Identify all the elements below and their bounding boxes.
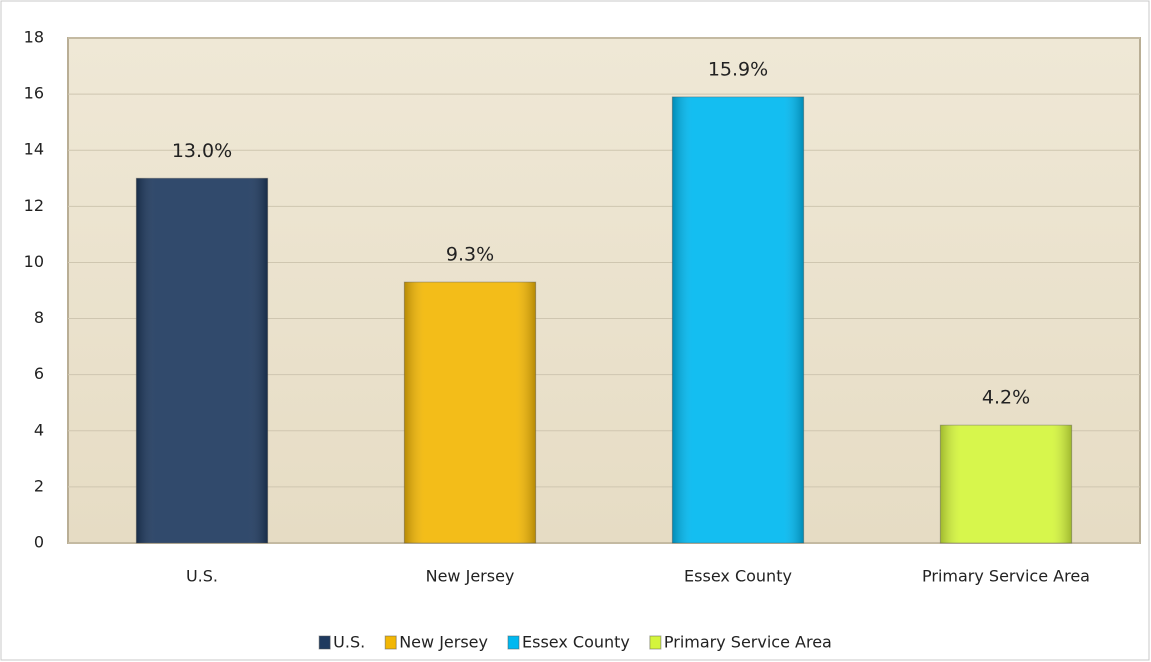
bar: [671, 96, 805, 544]
y-tick-label: 6: [34, 364, 44, 383]
y-tick-label: 16: [24, 84, 44, 103]
data-label: 15.9%: [708, 58, 768, 80]
y-tick-label: 4: [34, 420, 44, 439]
bar: [135, 177, 269, 544]
bar: [939, 424, 1073, 544]
y-tick-label: 0: [34, 533, 44, 552]
legend-swatch: [384, 635, 397, 650]
legend: U.S. New Jersey Essex County Primary Servic…: [318, 633, 832, 652]
x-tick-label: New Jersey: [426, 567, 515, 586]
y-tick-label: 10: [24, 252, 44, 271]
legend-swatch: [318, 635, 331, 650]
x-tick-label: Primary Service Area: [922, 567, 1090, 586]
legend-swatch: [649, 635, 662, 650]
x-tick-label: Essex County: [684, 567, 792, 586]
data-label: 13.0%: [172, 140, 232, 162]
legend-label: Primary Service Area: [664, 633, 832, 652]
y-tick-label: 12: [24, 196, 44, 215]
y-tick-label: 18: [24, 28, 44, 47]
data-label: 9.3%: [446, 244, 494, 266]
legend-label: U.S.: [333, 633, 365, 652]
legend-label: Essex County: [522, 633, 630, 652]
bar: [403, 281, 537, 544]
legend-label: New Jersey: [399, 633, 488, 652]
y-tick-label: 14: [24, 140, 44, 159]
legend-swatch: [507, 635, 520, 650]
y-tick-label: 8: [34, 308, 44, 327]
x-tick-label: U.S.: [186, 567, 218, 586]
y-tick-label: 2: [34, 476, 44, 495]
data-label: 4.2%: [982, 387, 1030, 409]
